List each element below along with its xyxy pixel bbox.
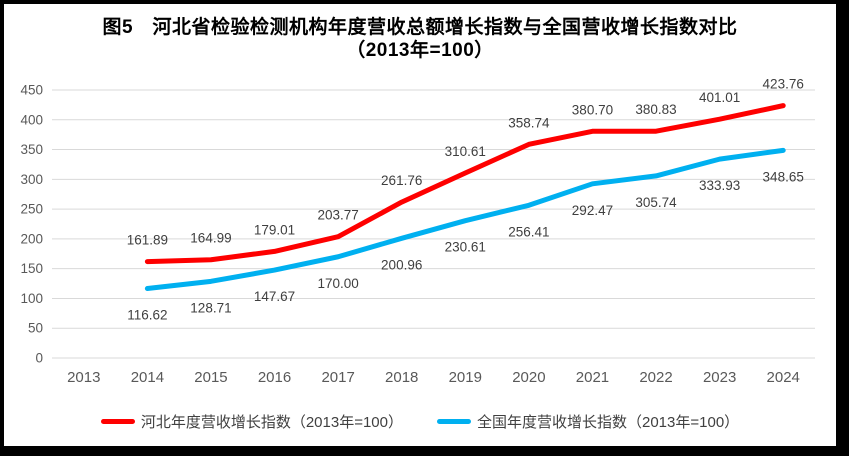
data-label: 423.76: [763, 77, 804, 92]
data-label: 256.41: [508, 224, 549, 239]
chart-title-line1: 图5 河北省检验检测机构年度营收总额增长指数与全国营收增长指数对比: [102, 17, 738, 38]
hebei-series-line: [144, 103, 786, 265]
data-label: 203.77: [317, 208, 358, 223]
x-axis-tick-label: 2021: [576, 369, 609, 386]
x-axis-tick-label: 2018: [385, 369, 418, 386]
x-axis-tick-label: 2014: [131, 369, 164, 386]
y-axis-tick-label: 0: [35, 351, 43, 366]
data-label: 358.74: [508, 115, 550, 130]
data-label: 179.01: [254, 222, 295, 237]
y-axis-tick-label: 100: [20, 291, 43, 306]
data-label: 348.65: [763, 169, 804, 184]
y-axis-tick-label: 250: [20, 202, 43, 217]
x-axis-tick-label: 2019: [449, 369, 482, 386]
data-label: 305.74: [635, 195, 677, 210]
x-axis-tick-label: 2013: [67, 369, 100, 386]
x-axis-tick-label: 2022: [639, 369, 672, 386]
hebei-series-swatch: [100, 419, 135, 424]
x-axis-tick-label: 2020: [512, 369, 545, 386]
chart-legend: 河北年度营收增长指数（2013年=100） 全国年度营收增长指数（2013年=1…: [4, 411, 836, 432]
data-label: 116.62: [127, 308, 167, 323]
data-label: 170.00: [317, 276, 358, 291]
national-series-label: 全国年度营收增长指数（2013年=100）: [477, 414, 740, 431]
data-label: 147.67: [254, 289, 295, 304]
data-label: 164.99: [190, 231, 231, 246]
hebei-series-label: 河北年度营收增长指数（2013年=100）: [140, 414, 403, 431]
national-series-line: [144, 147, 786, 292]
data-label: 333.93: [699, 178, 740, 193]
legend-item-hebei: 河北年度营收增长指数（2013年=100）: [100, 411, 403, 432]
y-axis-tick-label: 450: [20, 83, 43, 98]
y-axis-tick-label: 200: [20, 231, 43, 246]
data-label: 292.47: [572, 203, 613, 218]
chart-title-line2: （2013年=100）: [346, 40, 494, 61]
chart-inner-area: 0 50 100 150 200 250 300 350 400 450 2013 2014 2015 2…: [4, 4, 836, 446]
data-label: 200.96: [381, 257, 422, 272]
y-axis-tick-label: 350: [20, 142, 43, 157]
data-label: 230.61: [445, 240, 486, 255]
y-axis-tick-label: 400: [20, 112, 43, 127]
data-label: 380.70: [572, 102, 613, 117]
chart-title: 图5 河北省检验检测机构年度营收总额增长指数与全国营收增长指数对比 （2013年…: [4, 16, 836, 62]
data-label: 128.71: [190, 300, 231, 315]
x-axis-tick-label: 2023: [703, 369, 736, 386]
y-axis-tick-label: 50: [28, 321, 43, 336]
data-label: 310.61: [445, 144, 486, 159]
x-axis-tick-label: 2017: [321, 369, 354, 386]
line-chart: 0 50 100 150 200 250 300 350 400 450 2013 2014 2015 2…: [20, 77, 815, 386]
x-axis-tick-label: 2015: [194, 369, 227, 386]
data-label: 161.89: [127, 233, 168, 248]
national-series-swatch: [437, 419, 471, 424]
x-axis-tick-label: 2024: [767, 369, 800, 386]
y-axis-tick-label: 150: [20, 261, 43, 276]
x-axis-tick-label: 2016: [258, 369, 291, 386]
data-label: 401.01: [699, 90, 740, 105]
y-axis-tick-label: 300: [20, 172, 43, 187]
data-label: 380.83: [635, 102, 676, 117]
legend-item-national: 全国年度营收增长指数（2013年=100）: [437, 411, 739, 432]
data-label: 261.76: [381, 173, 422, 188]
